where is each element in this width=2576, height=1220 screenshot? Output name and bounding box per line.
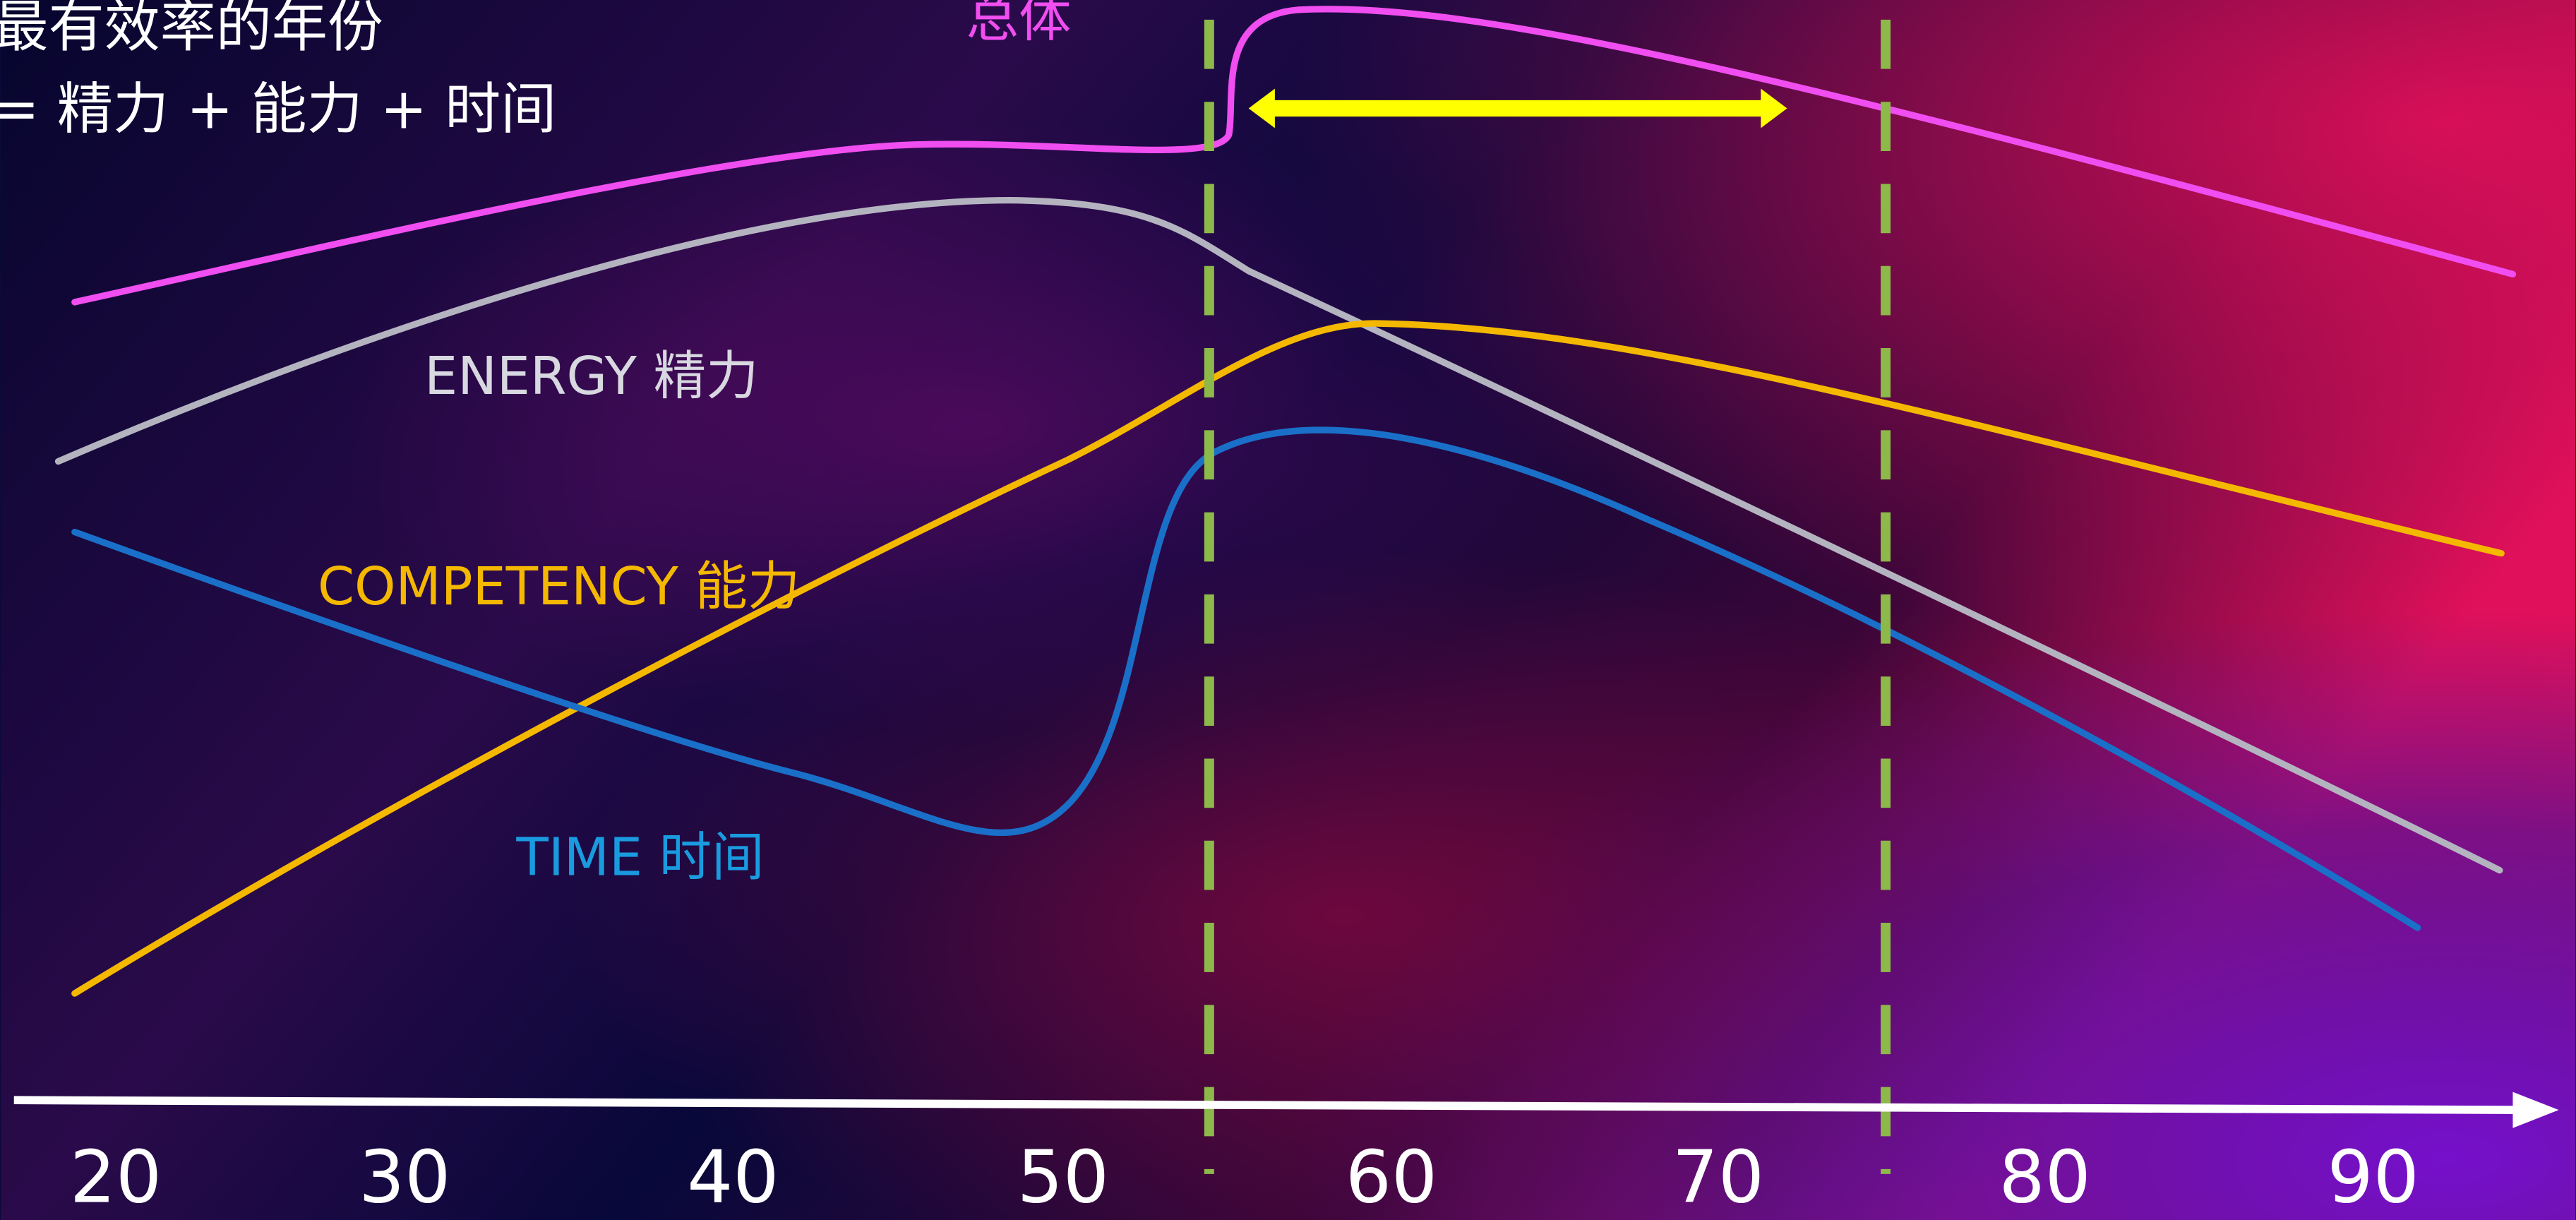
x-tick-label: 60 — [1346, 1135, 1437, 1219]
title-line: 最有效率的年份 — [0, 0, 383, 59]
energy-curve — [54, 197, 2503, 874]
x-tick-label: 40 — [687, 1135, 779, 1219]
x-tick-label: 50 — [1017, 1135, 1109, 1219]
title-line: = 精力 + 能力 + 时间 — [0, 76, 556, 141]
x-tick-label: 70 — [1672, 1135, 1764, 1219]
competency-curve — [71, 320, 2505, 997]
time-curve — [71, 426, 2421, 931]
time-label: TIME 时间 — [515, 827, 764, 888]
x-axis-arrow — [2512, 1092, 2559, 1128]
x-tick-label: 80 — [1999, 1135, 2091, 1219]
x-ticks: 20 30 40 50 60 70 80 90 — [70, 1135, 2419, 1219]
x-tick-label: 90 — [2328, 1135, 2419, 1219]
energy-label: ENERGY 精力 — [424, 345, 758, 407]
x-axis — [13, 1096, 2522, 1114]
overall-curve — [71, 6, 2517, 306]
x-tick-label: 20 — [70, 1135, 162, 1219]
overall-label: 总体 — [966, 0, 1072, 49]
curves — [54, 6, 2517, 997]
competency-label: COMPETENCY 能力 — [318, 556, 800, 617]
x-tick-label: 30 — [359, 1135, 450, 1219]
